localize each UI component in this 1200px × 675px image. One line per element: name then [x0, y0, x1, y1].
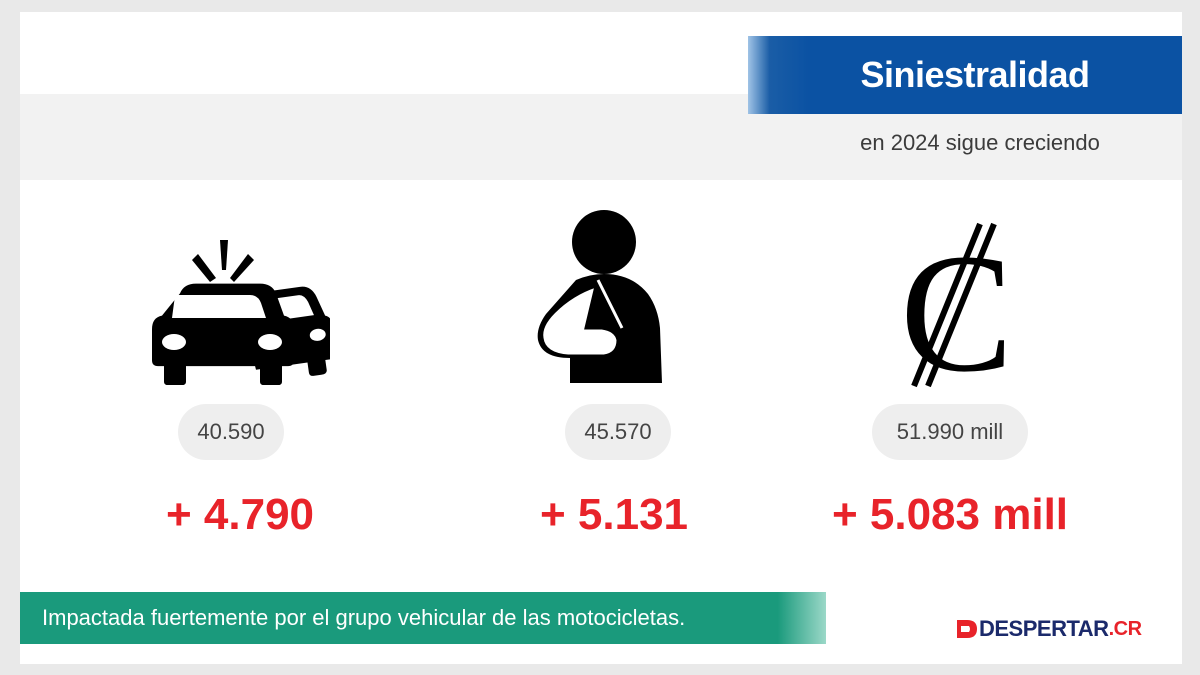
page-title: Siniestralidad	[860, 54, 1090, 95]
svg-text:C: C	[900, 220, 1013, 390]
stat-value: 40.590	[197, 419, 265, 444]
infographic-card: Siniestralidad en 2024 sigue creciendo 4…	[20, 12, 1182, 664]
page-subtitle: en 2024 sigue creciendo	[860, 130, 1100, 155]
footer-note-bar: Impactada fuertemente por el grupo vehic…	[20, 592, 826, 644]
footer-note: Impactada fuertemente por el grupo vehic…	[42, 605, 686, 630]
despertar-logo-icon	[957, 620, 977, 638]
logo-suffix: .CR	[1108, 617, 1142, 640]
stat-value-pill: 40.590	[178, 404, 284, 460]
stat-value: 45.570	[584, 419, 652, 444]
stat-value-pill: 51.990 mill	[872, 404, 1028, 460]
logo-name: DESPERTAR	[979, 616, 1109, 641]
injured-person-icon	[532, 208, 672, 393]
stat-delta: + 5.131	[539, 490, 689, 539]
car-crash-icon	[130, 240, 337, 390]
brand-logo: DESPERTAR .CR	[955, 614, 1142, 644]
stat-delta: + 4.790	[165, 490, 315, 539]
stat-value: 51.990 mill	[896, 419, 1004, 444]
stat-delta: + 5.083 mill	[831, 490, 1069, 539]
stat-value-pill: 45.570	[565, 404, 671, 460]
colon-currency-icon: C	[894, 219, 1014, 407]
title-banner: Siniestralidad	[748, 36, 1182, 114]
